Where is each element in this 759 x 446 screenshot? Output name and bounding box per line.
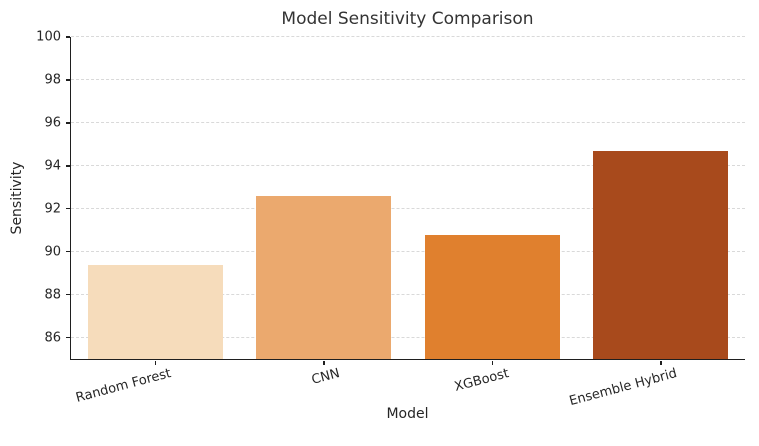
ytick-mark-90 <box>65 250 70 253</box>
xtick-mark-random-forest <box>154 360 156 365</box>
gridline-y-90 <box>71 250 745 252</box>
ytick-mark-98 <box>65 79 70 81</box>
ytick-mark-92 <box>65 207 70 210</box>
chart-title: Model Sensitivity Comparison <box>281 9 534 29</box>
xtick-label-cnn: CNN <box>310 366 342 388</box>
ytick-label-98: 98 <box>44 72 61 88</box>
ytick-label-100: 100 <box>36 29 61 45</box>
gridline-y-86 <box>71 336 745 338</box>
x-axis-label: Model <box>386 406 429 422</box>
gridline-y-88 <box>71 293 745 295</box>
bar-xgboost <box>424 234 560 359</box>
gridline-y-100 <box>71 36 745 37</box>
ytick-mark-88 <box>65 293 70 296</box>
xtick-mark-ensemble-hybrid <box>660 360 662 365</box>
ytick-mark-100 <box>65 36 70 38</box>
xtick-mark-xgboost <box>491 360 493 365</box>
bar-cnn <box>256 195 392 359</box>
gridline-y-98 <box>71 78 745 80</box>
ytick-mark-94 <box>65 165 70 167</box>
ytick-label-92: 92 <box>44 201 61 217</box>
xtick-mark-cnn <box>323 360 325 365</box>
ytick-label-94: 94 <box>44 158 61 174</box>
ytick-mark-96 <box>65 122 70 124</box>
gridline-y-92 <box>71 207 745 209</box>
y-axis-label: Sensitivity <box>9 161 25 235</box>
xtick-label-xgboost: XGBoost <box>452 366 511 395</box>
ytick-label-96: 96 <box>44 115 61 131</box>
ytick-label-88: 88 <box>44 287 61 303</box>
xtick-label-ensemble-hybrid: Ensemble Hybrid <box>567 366 679 410</box>
gridline-y-94 <box>71 164 745 166</box>
xtick-label-random-forest: Random Forest <box>74 366 174 406</box>
plot-area: 86 88 90 92 94 96 98 100 Random Forest CNN XGBoost… <box>36 30 745 409</box>
gridline-y-96 <box>71 121 745 123</box>
bar-ensemble-hybrid <box>593 150 729 359</box>
bar-random-forest <box>87 264 223 359</box>
ytick-label-90: 90 <box>44 244 61 260</box>
ytick-label-86: 86 <box>44 330 61 346</box>
ytick-mark-86 <box>65 336 70 339</box>
